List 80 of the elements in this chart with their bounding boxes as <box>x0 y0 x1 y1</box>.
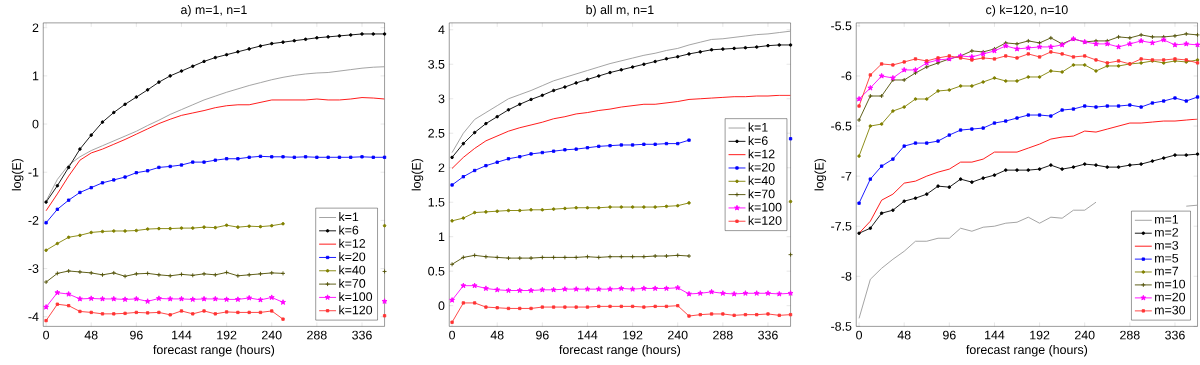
y-axis-title: log(E) <box>411 158 424 191</box>
x-tick-label: 192 <box>1030 330 1050 340</box>
y-tick-label: 4 <box>438 25 445 34</box>
y-tick-label: -1 <box>28 167 39 177</box>
x-tick-label: 0 <box>43 330 50 340</box>
x-tick-label: 192 <box>623 330 643 340</box>
legend-label: m=5 <box>1155 253 1179 263</box>
y-tick-label: 0 <box>438 301 445 310</box>
x-tick-label: 240 <box>1075 330 1095 340</box>
y-tick-label: -7 <box>841 171 852 181</box>
x-axis-title: forecast range (hours) <box>966 344 1088 357</box>
chart-title: c) k=120, n=10 <box>986 4 1068 17</box>
x-tick-label: 96 <box>536 330 549 340</box>
y-tick-label: 1 <box>32 71 39 81</box>
y-tick-label: 0 <box>32 119 39 129</box>
legend-label: k=100 <box>748 202 782 212</box>
y-tick-label: 2 <box>32 23 39 32</box>
legend-label: k=100 <box>339 291 373 301</box>
y-tick-label: 2 <box>438 163 445 172</box>
x-tick-label: 0 <box>449 330 456 340</box>
x-tick-label: 48 <box>490 330 504 340</box>
x-tick-label: 144 <box>985 330 1005 340</box>
y-tick-label: 3.5 <box>428 59 445 69</box>
y-tick-label: -6.5 <box>831 121 852 131</box>
legend-label: m=20 <box>1155 292 1186 302</box>
legend-label: k=1 <box>339 211 359 221</box>
x-tick-label: 240 <box>668 330 688 340</box>
y-tick-label: -6 <box>841 71 852 81</box>
y-axis-title: log(E) <box>11 158 24 191</box>
legend-label: k=6 <box>748 135 768 145</box>
legend-label: k=70 <box>339 278 366 288</box>
x-axis-title: forecast range (hours) <box>153 344 275 357</box>
legend-label: m=30 <box>1155 305 1186 315</box>
legend-label: m=7 <box>1155 266 1179 276</box>
legend-label: m=1 <box>1155 215 1179 224</box>
x-tick-label: 0 <box>856 330 863 340</box>
x-tick-label: 144 <box>172 330 192 340</box>
x-tick-label: 48 <box>897 330 911 340</box>
legend-label: k=12 <box>748 149 775 159</box>
legend-label: k=120 <box>339 305 373 315</box>
y-tick-label: -8 <box>841 271 852 281</box>
y-tick-label: -3 <box>28 264 39 273</box>
legend-label: m=2 <box>1155 227 1179 237</box>
x-tick-label: 48 <box>84 330 98 340</box>
legend-label: k=40 <box>339 265 366 275</box>
legend-label: k=40 <box>748 175 775 185</box>
y-tick-label: -2 <box>28 215 39 225</box>
legend-label: k=1 <box>748 122 768 132</box>
y-tick-label: -7.5 <box>831 221 852 231</box>
x-tick-label: 336 <box>1165 330 1185 340</box>
y-tick-label: 0.5 <box>428 266 445 276</box>
x-axis-title: forecast range (hours) <box>559 344 681 357</box>
legend-label: m=3 <box>1155 240 1179 250</box>
y-tick-label: 3 <box>438 94 445 104</box>
y-axis-title: log(E) <box>814 158 827 191</box>
x-tick-label: 144 <box>578 330 598 340</box>
legend-label: k=70 <box>748 189 775 199</box>
legend-label: k=12 <box>339 238 366 248</box>
chart-title: b) all m, n=1 <box>586 4 654 17</box>
x-tick-label: 240 <box>262 330 282 340</box>
y-tick-label: 1.5 <box>428 197 445 207</box>
legend-label: m=10 <box>1155 279 1186 289</box>
legend-label: k=6 <box>339 225 359 235</box>
y-tick-label: -5.5 <box>831 21 852 31</box>
x-tick-label: 288 <box>1120 330 1140 340</box>
x-tick-label: 96 <box>943 330 956 340</box>
y-tick-label: -4 <box>28 312 39 321</box>
legend-label: k=20 <box>339 251 366 262</box>
x-tick-label: 336 <box>352 330 372 340</box>
x-tick-label: 192 <box>217 330 237 340</box>
x-tick-label: 288 <box>307 330 327 340</box>
legend-label: k=120 <box>748 215 782 225</box>
chart-title: a) m=1, n=1 <box>181 4 247 17</box>
y-tick-label: -8.5 <box>831 321 852 331</box>
x-tick-label: 288 <box>713 330 733 340</box>
x-tick-label: 96 <box>130 330 143 340</box>
x-tick-label: 336 <box>758 330 778 340</box>
legend-label: k=20 <box>748 162 775 172</box>
y-tick-label: 2.5 <box>428 128 445 138</box>
y-tick-label: 1 <box>438 232 445 241</box>
